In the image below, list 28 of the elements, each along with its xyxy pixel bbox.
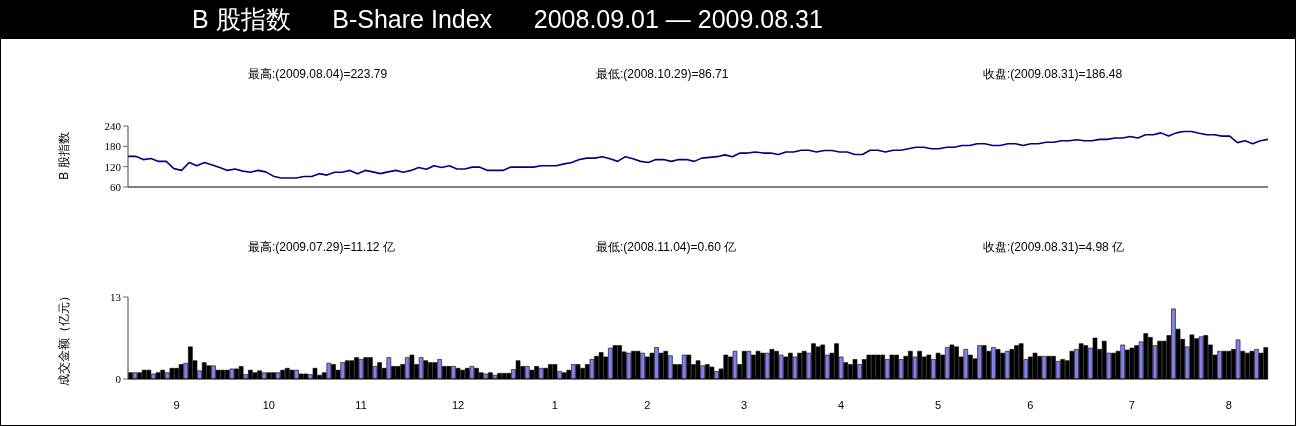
x-tick-label: 4 [838,398,845,411]
chart-title: B 股指数 B-Share Index 2008.09.01 — 2009.08.31 [0,0,1296,38]
y-tick-label: 240 [104,119,122,132]
x-tick-label: 9 [173,398,180,411]
y-tick-label: 120 [104,160,122,173]
x-tick-label: 10 [262,398,275,411]
x-tick-label: 2 [644,398,651,411]
line-series [127,130,1269,179]
y-axis-title: 成交金额（亿元） [55,290,72,386]
x-tick-label: 8 [1225,398,1232,411]
x-tick-label: 12 [451,398,465,411]
text: 收盘:(2009.08.31)=4.98 亿 [983,239,1125,256]
y-tick-label: 0 [115,372,122,385]
x-tick-label: 7 [1128,398,1135,411]
x-tick-label: 6 [1027,398,1034,411]
x-tick-label: 11 [355,398,367,411]
text: 最高:(2009.07.29)=11.12 亿 [248,239,395,256]
x-tick-label: 1 [551,398,558,411]
y-tick-label: 60 [110,180,122,193]
x-tick-label: 3 [741,398,748,411]
text: 最高:(2009.08.04)=223.79 [248,66,388,83]
text: 收盘:(2009.08.31)=186.48 [983,66,1123,83]
y-tick-label: 13 [110,290,122,303]
y-tick-label: 180 [104,140,122,153]
text: 最低:(2008.11.04)=0.60 亿 [596,239,737,256]
y-axis-title: B 股指数 [55,132,72,180]
text: 最低:(2008.10.29)=86.71 [596,66,729,83]
x-tick-label: 5 [934,398,942,411]
